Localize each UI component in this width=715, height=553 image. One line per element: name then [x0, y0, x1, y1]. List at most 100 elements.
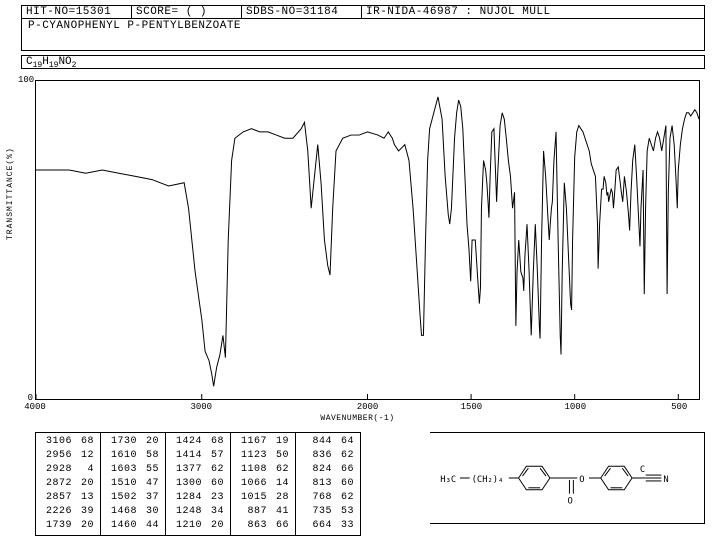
peak-wavenumber: 1210 — [166, 519, 206, 533]
peak-wavenumber: 1108 — [231, 463, 271, 477]
peak-wavenumber: 1468 — [101, 505, 141, 519]
peak-wavenumber: 2956 — [36, 449, 76, 463]
peak-row: 73553 — [296, 505, 360, 519]
peak-transmittance: 57 — [206, 449, 230, 463]
peak-wavenumber: 824 — [296, 463, 336, 477]
cn-label: N — [663, 475, 668, 485]
peak-transmittance: 53 — [336, 505, 360, 519]
peak-wavenumber: 1377 — [166, 463, 206, 477]
peak-wavenumber: 1739 — [36, 519, 76, 533]
peak-transmittance: 60 — [336, 477, 360, 491]
peak-row: 121020 — [166, 519, 230, 533]
peak-wavenumber: 1015 — [231, 491, 271, 505]
peak-row: 161058 — [101, 449, 165, 463]
peak-col-4: 84464836628246681360768627355366433 — [296, 433, 360, 535]
peak-transmittance: 28 — [271, 491, 295, 505]
peak-wavenumber: 1284 — [166, 491, 206, 505]
peak-table: 3106682956122928428722028571322263917392… — [35, 432, 361, 536]
carbonyl-o: O — [567, 496, 572, 506]
peak-row: 160355 — [101, 463, 165, 477]
peak-wavenumber: 836 — [296, 449, 336, 463]
peak-row: 130060 — [166, 477, 230, 491]
peak-row: 84464 — [296, 435, 360, 449]
peak-wavenumber: 1414 — [166, 449, 206, 463]
peak-transmittance: 68 — [76, 435, 100, 449]
peak-transmittance: 33 — [336, 519, 360, 533]
score-cell: SCORE= ( ) — [132, 6, 242, 18]
formula-o-n: 2 — [72, 61, 77, 70]
peak-col-0: 3106682956122928428722028571322263917392… — [36, 433, 101, 535]
peak-row: 110862 — [231, 463, 295, 477]
peak-col-3: 1167191123501108621066141015288874186366 — [231, 433, 296, 535]
peak-transmittance: 62 — [271, 463, 295, 477]
peak-wavenumber: 887 — [231, 505, 271, 519]
peak-transmittance: 23 — [206, 491, 230, 505]
peak-row: 83662 — [296, 449, 360, 463]
peak-transmittance: 37 — [141, 491, 165, 505]
peak-row: 101528 — [231, 491, 295, 505]
peak-wavenumber: 1610 — [101, 449, 141, 463]
peak-transmittance: 20 — [76, 477, 100, 491]
peak-wavenumber: 1730 — [101, 435, 141, 449]
peak-wavenumber: 813 — [296, 477, 336, 491]
peak-transmittance: 60 — [206, 477, 230, 491]
peak-wavenumber: 863 — [231, 519, 271, 533]
x-tick-3000: 3000 — [181, 402, 221, 412]
peak-transmittance: 68 — [206, 435, 230, 449]
compound-title: P-CYANOPHENYL P-PENTYLBENZOATE — [21, 19, 705, 51]
peak-wavenumber: 1300 — [166, 477, 206, 491]
peak-row: 295612 — [36, 449, 100, 463]
hit-no-cell: HIT-NO=15301 — [22, 6, 132, 18]
structure-svg: H₃C (CH₂)₄ O O — [430, 433, 704, 523]
peak-wavenumber: 768 — [296, 491, 336, 505]
peak-row: 128423 — [166, 491, 230, 505]
peak-col-1: 1730201610581603551510471502371468301460… — [101, 433, 166, 535]
peak-row: 146830 — [101, 505, 165, 519]
peak-transmittance: 20 — [206, 519, 230, 533]
x-tick-500: 500 — [659, 402, 699, 412]
x-tick-1000: 1000 — [555, 402, 595, 412]
sdbs-no-cell: SDBS-NO=31184 — [242, 6, 362, 18]
peak-row: 173920 — [36, 519, 100, 533]
peak-wavenumber: 1424 — [166, 435, 206, 449]
peak-transmittance: 62 — [336, 449, 360, 463]
peak-row: 173020 — [101, 435, 165, 449]
peak-transmittance: 62 — [336, 491, 360, 505]
peak-wavenumber: 1167 — [231, 435, 271, 449]
peak-row: 86366 — [231, 519, 295, 533]
peak-transmittance: 14 — [271, 477, 295, 491]
peak-wavenumber: 1248 — [166, 505, 206, 519]
peak-transmittance: 55 — [141, 463, 165, 477]
peak-row: 112350 — [231, 449, 295, 463]
peak-row: 142468 — [166, 435, 230, 449]
peak-transmittance: 50 — [271, 449, 295, 463]
peak-row: 287220 — [36, 477, 100, 491]
peak-wavenumber: 2226 — [36, 505, 76, 519]
peak-wavenumber: 1460 — [101, 519, 141, 533]
peak-row: 124834 — [166, 505, 230, 519]
peak-row: 222639 — [36, 505, 100, 519]
peak-transmittance: 20 — [141, 435, 165, 449]
peak-wavenumber: 1502 — [101, 491, 141, 505]
formula-c-n: 19 — [33, 61, 43, 70]
peak-transmittance: 34 — [206, 505, 230, 519]
peak-transmittance: 12 — [76, 449, 100, 463]
c-label: C — [640, 465, 645, 475]
tick-marks — [36, 394, 678, 399]
peak-transmittance: 66 — [271, 519, 295, 533]
spectrum-chart — [35, 80, 700, 400]
peak-row: 151047 — [101, 477, 165, 491]
x-tick-2000: 2000 — [348, 402, 388, 412]
x-tick-1500: 1500 — [451, 402, 491, 412]
peak-wavenumber: 2872 — [36, 477, 76, 491]
peak-transmittance: 44 — [141, 519, 165, 533]
y-tick-100: 100 — [18, 75, 33, 85]
peak-wavenumber: 2928 — [36, 463, 76, 477]
peak-row: 141457 — [166, 449, 230, 463]
peak-wavenumber: 2857 — [36, 491, 76, 505]
header-bar: HIT-NO=15301 SCORE= ( ) SDBS-NO=31184 IR… — [21, 5, 705, 19]
peak-row: 137762 — [166, 463, 230, 477]
peak-col-2: 1424681414571377621300601284231248341210… — [166, 433, 231, 535]
peak-wavenumber: 1510 — [101, 477, 141, 491]
formula-h-n: 19 — [49, 61, 59, 70]
